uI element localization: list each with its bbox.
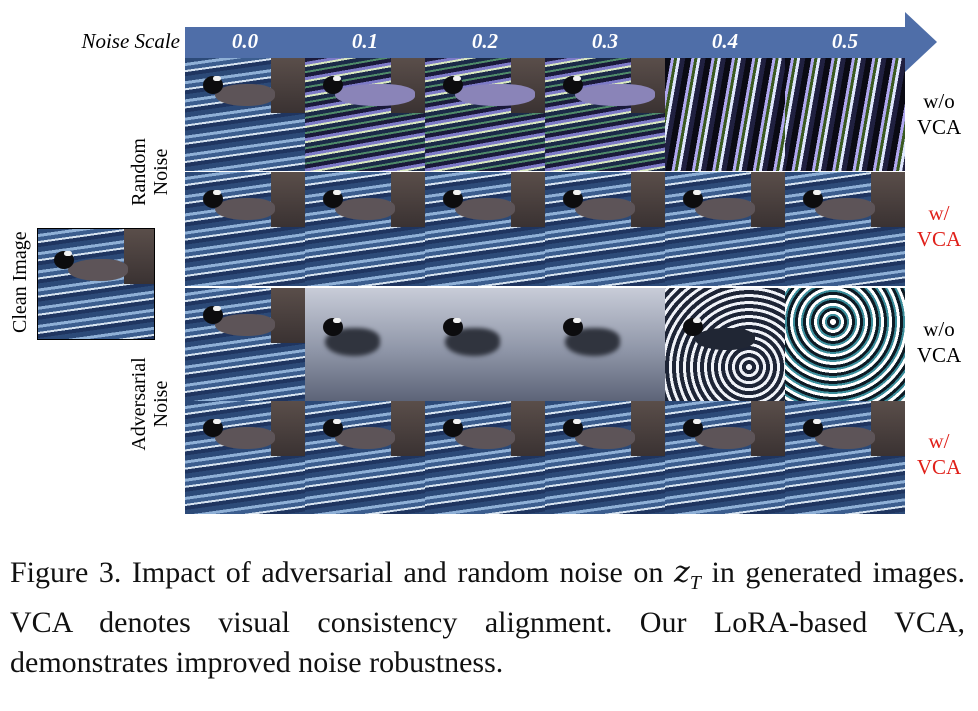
scale-label: 0.5: [831, 29, 859, 53]
generated-image: [425, 288, 545, 401]
generated-image: [545, 401, 665, 514]
generated-image: [785, 401, 905, 514]
scale-label: 0.4: [711, 29, 739, 53]
generated-image: [545, 172, 665, 286]
generated-image: [785, 58, 905, 171]
scale-label: 0.2: [471, 29, 499, 53]
clean-image: [37, 228, 155, 340]
generated-image: [425, 58, 545, 171]
generated-image: [305, 288, 425, 401]
generated-image: [185, 172, 305, 286]
adversarial-noise-label: Adversarial Noise: [128, 357, 172, 451]
vca-label: w/o VCA: [916, 89, 962, 139]
generated-image: [185, 401, 305, 514]
generated-image: [545, 288, 665, 401]
generated-image: [305, 172, 425, 286]
generated-image: [665, 172, 785, 286]
generated-image: [545, 58, 665, 171]
vca-label: w/o VCA: [916, 317, 962, 367]
generated-image: [185, 288, 305, 401]
arrow-head-icon: [905, 12, 937, 72]
vca-label: w/VCA: [916, 429, 962, 479]
random-noise-label: Random Noise: [128, 138, 172, 206]
generated-image: [425, 401, 545, 514]
math-z: z: [673, 555, 690, 590]
noise-scale-label: Noise Scale: [81, 29, 180, 53]
generated-image: [185, 58, 305, 171]
clean-image-label: Clean Image: [9, 231, 31, 333]
generated-image: [665, 288, 785, 401]
noise-scale-arrow: [185, 27, 905, 58]
scale-label: 0.1: [351, 29, 379, 53]
generated-image: [425, 172, 545, 286]
generated-image: [305, 58, 425, 171]
generated-image: [785, 172, 905, 286]
generated-image: [665, 401, 785, 514]
generated-image: [785, 288, 905, 401]
generated-image: [665, 58, 785, 171]
scale-label: 0.0: [231, 29, 259, 53]
figure-caption: Figure 3. Impact of adversarial and rand…: [10, 555, 965, 679]
generated-image: [305, 401, 425, 514]
scale-label: 0.3: [591, 29, 619, 53]
vca-label: w/VCA: [916, 201, 962, 251]
